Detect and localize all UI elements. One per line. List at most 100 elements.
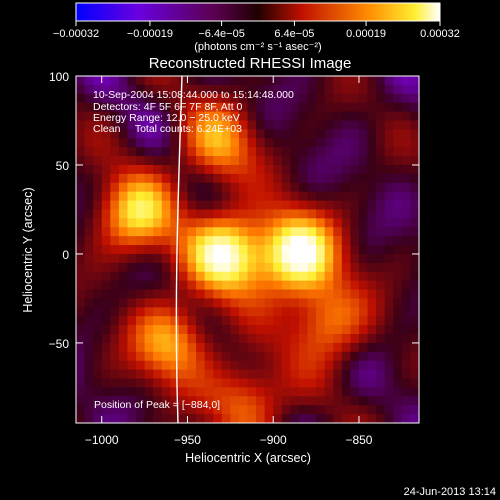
heatmap-cell	[187, 271, 197, 282]
heatmap-cell	[350, 405, 360, 415]
heatmap-cell	[393, 262, 403, 273]
heatmap-cell	[256, 147, 266, 157]
heatmap-cell	[401, 200, 412, 211]
heatmap-cell	[238, 342, 249, 353]
heatmap-cell	[264, 342, 274, 353]
heatmap-cell	[204, 164, 214, 175]
heatmap-cell	[247, 111, 257, 122]
heatmap-cell	[230, 342, 240, 353]
heatmap-cell	[93, 280, 103, 291]
heatmap-cell	[410, 218, 419, 228]
heatmap-cell	[204, 378, 214, 389]
heatmap-cell	[281, 93, 291, 104]
heatmap-cell	[281, 102, 291, 113]
heatmap-cell	[84, 280, 94, 291]
heatmap-cell	[384, 396, 394, 406]
heatmap-cell	[307, 129, 317, 139]
heatmap-cell	[161, 351, 171, 362]
heatmap-cell	[110, 271, 120, 282]
heatmap-cell	[376, 369, 386, 380]
heatmap-cell	[376, 120, 386, 130]
heatmap-cell	[350, 102, 360, 113]
heatmap-cell	[204, 289, 214, 300]
heatmap-cell	[333, 369, 343, 380]
heatmap-cell	[401, 414, 412, 423]
heatmap-cell	[178, 164, 189, 175]
heatmap-cell	[101, 200, 111, 211]
heatmap-cell	[367, 209, 377, 219]
heatmap-cell	[84, 253, 94, 264]
heatmap-cell	[127, 129, 137, 139]
heatmap-cell	[127, 84, 137, 95]
heatmap-cell	[376, 342, 386, 353]
heatmap-cell	[101, 129, 111, 139]
heatmap-cell	[221, 138, 231, 148]
heatmap-cell	[213, 147, 223, 157]
heatmap-cell	[401, 102, 412, 113]
heatmap-cell	[204, 76, 214, 86]
heatmap-cell	[127, 182, 137, 193]
heatmap-cell	[350, 289, 360, 300]
heatmap-cell	[127, 271, 137, 282]
heatmap-cell	[350, 182, 360, 193]
heatmap-cell	[110, 253, 120, 264]
heatmap-cell	[230, 298, 240, 308]
heatmap-cell	[324, 209, 334, 219]
heatmap-cell	[76, 156, 86, 166]
heatmap-cell	[144, 325, 154, 335]
heatmap-cell	[367, 156, 377, 166]
heatmap-cell	[84, 138, 94, 148]
heatmap-cell	[230, 414, 240, 423]
heatmap-cell	[230, 182, 240, 193]
heatmap-cell	[230, 120, 240, 130]
heatmap-cell	[401, 360, 412, 371]
heatmap-cell	[290, 351, 300, 362]
heatmap-cell	[170, 271, 180, 282]
heatmap-cell	[93, 405, 103, 415]
heatmap-cell	[161, 191, 171, 202]
heatmap-cell	[290, 262, 300, 273]
heatmap-cell	[401, 76, 412, 86]
heatmap-cell	[307, 84, 317, 95]
heatmap-cell	[247, 316, 257, 326]
heatmap-cell	[358, 396, 369, 406]
heatmap-cell	[101, 173, 111, 184]
heatmap-cell	[161, 138, 171, 148]
heatmap-cell	[230, 76, 240, 86]
heatmap-cell	[401, 271, 412, 282]
heatmap-cell	[170, 387, 180, 397]
heatmap-cell	[213, 111, 223, 122]
heatmap-cell	[333, 111, 343, 122]
heatmap-cell	[393, 76, 403, 86]
heatmap-cell	[187, 156, 197, 166]
heatmap-cell	[187, 334, 197, 344]
heatmap-cell	[350, 245, 360, 255]
heatmap-cell	[324, 253, 334, 264]
heatmap-cell	[153, 396, 163, 406]
heatmap-cell	[84, 120, 94, 130]
heatmap-cell	[247, 191, 257, 202]
heatmap-cell	[358, 191, 369, 202]
heatmap-cell	[281, 120, 291, 130]
heatmap-cell	[376, 147, 386, 157]
heatmap-cell	[170, 396, 180, 406]
heatmap-cell	[247, 236, 257, 246]
heatmap-cell	[230, 360, 240, 371]
heatmap-cell	[324, 120, 334, 130]
heatmap-cell	[178, 129, 189, 139]
heatmap-cell	[247, 262, 257, 273]
heatmap-cell	[316, 262, 326, 273]
heatmap-cell	[238, 369, 249, 380]
heatmap-cell	[230, 147, 240, 157]
heatmap-cell	[161, 262, 171, 273]
heatmap-cell	[324, 271, 334, 282]
heatmap-cell	[307, 262, 317, 273]
heatmap-cell	[110, 405, 120, 415]
heatmap-cell	[101, 84, 111, 95]
heatmap-cell	[316, 129, 326, 139]
heatmap-cell	[213, 245, 223, 255]
footer-date: 24-Jun-2013 13:14	[404, 486, 496, 498]
heatmap-cell	[290, 173, 300, 184]
heatmap-cell	[187, 316, 197, 326]
heatmap-cell	[264, 164, 274, 175]
